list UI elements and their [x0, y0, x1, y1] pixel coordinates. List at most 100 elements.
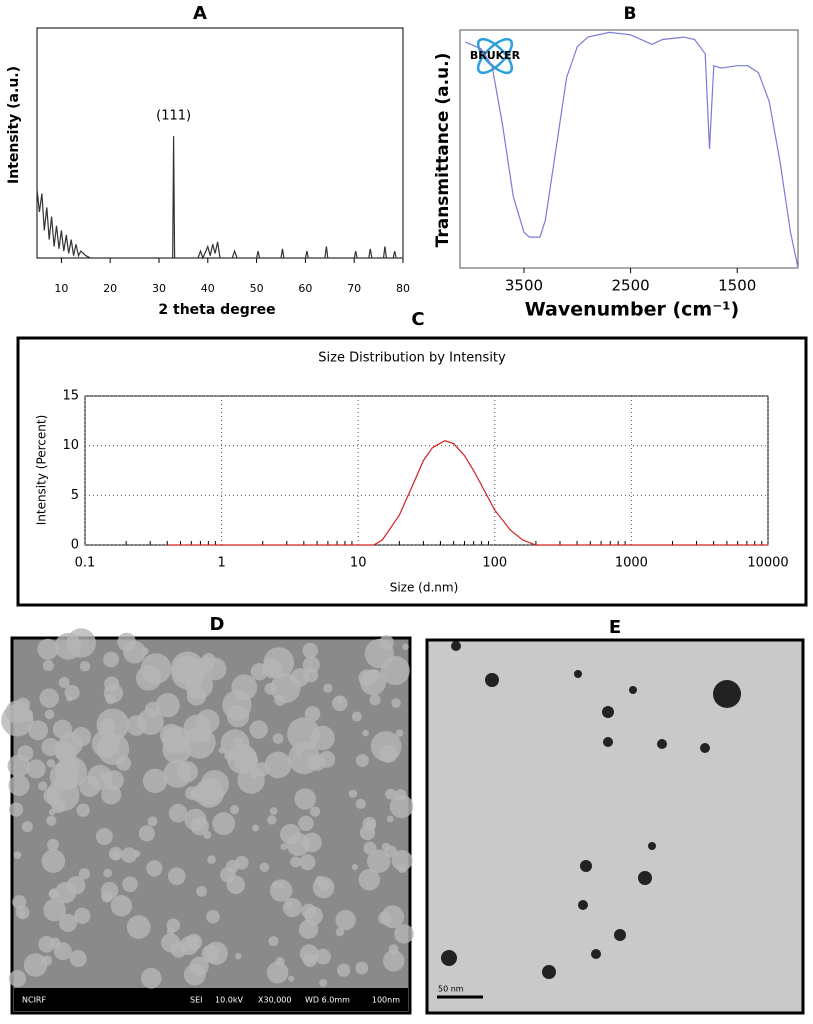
sem-particle	[167, 867, 186, 886]
sem-particle	[264, 751, 292, 779]
sem-particle	[299, 854, 316, 871]
sem-particle	[171, 651, 205, 685]
sem-particle	[190, 817, 209, 836]
sem-particle	[269, 879, 293, 902]
image-label: 10.0kV	[215, 996, 243, 1005]
sem-particle	[391, 698, 401, 708]
y-axis-label: Intensity (a.u.)	[6, 66, 22, 184]
sem-particle	[59, 913, 78, 932]
sem-particle	[58, 732, 83, 757]
sem-particle	[141, 647, 149, 656]
sem-particle	[395, 729, 404, 737]
sem-particle	[168, 803, 188, 823]
x-tick-label: 80	[396, 282, 410, 295]
sem-particle	[46, 759, 55, 768]
sem-particle	[144, 701, 161, 718]
panel-frame	[16, 336, 808, 607]
sem-particle	[48, 808, 56, 816]
sem-particle	[275, 957, 285, 967]
sem-particle	[122, 876, 138, 893]
sem-particle	[280, 843, 288, 851]
tem-particle	[603, 737, 613, 747]
sem-particle	[280, 823, 301, 845]
sem-particle	[351, 864, 358, 871]
x-tick-label: 10000	[747, 556, 788, 571]
sem-particle	[146, 860, 163, 877]
image-label: 50 nm	[438, 985, 464, 994]
sem-particle	[309, 806, 321, 817]
x-axis-label: Size (d.nm)	[390, 581, 459, 595]
sem-particle	[252, 824, 260, 832]
sem-particle	[126, 915, 151, 939]
sem-particle	[196, 885, 207, 897]
sem-particle	[299, 944, 319, 964]
sem-particle	[203, 657, 227, 681]
tem-particle	[591, 949, 601, 959]
data-line	[36, 136, 403, 260]
sem-particle	[64, 684, 80, 701]
sem-particle	[74, 907, 91, 924]
sem-particle	[381, 842, 391, 852]
sem-particle	[186, 686, 207, 706]
sem-particle	[26, 759, 46, 779]
sem-particle	[206, 909, 220, 924]
sem-particle	[310, 725, 335, 751]
sem-particle	[319, 978, 328, 988]
sem-particle	[306, 755, 321, 770]
sem-particle	[13, 851, 22, 860]
sem-particle	[323, 683, 333, 693]
sem-particle	[367, 849, 391, 873]
sem-particle	[76, 803, 90, 817]
sem-particle	[46, 815, 57, 826]
sem-particle	[28, 720, 49, 741]
sem-particle	[8, 774, 30, 796]
sem-particle	[54, 632, 82, 660]
sem-particle	[388, 944, 399, 955]
sem-particle	[315, 948, 331, 965]
x-tick-label: 1500	[718, 277, 756, 295]
sem-particle	[389, 794, 414, 819]
sem-particle	[103, 868, 113, 878]
sem-particle	[294, 788, 316, 810]
sem-particle	[337, 963, 351, 977]
data-line	[167, 440, 768, 546]
sem-particle	[303, 667, 319, 683]
tem-particle	[441, 950, 457, 966]
sem-particle	[290, 856, 302, 868]
plot-area	[84, 395, 769, 546]
sem-particle	[204, 941, 228, 965]
sem-particle	[358, 868, 381, 891]
sem-particle	[394, 924, 414, 944]
sem-particle	[272, 733, 284, 744]
tem-particle	[700, 743, 710, 753]
sem-particle	[39, 688, 59, 708]
sem-particle	[142, 768, 168, 794]
sem-particle	[100, 881, 119, 900]
sem-particle	[191, 935, 200, 944]
sem-particle	[304, 705, 321, 722]
sem-particle	[95, 828, 113, 846]
peak-annotation: (111)	[156, 109, 191, 124]
sem-particle	[67, 759, 81, 773]
sem-particle	[270, 672, 301, 703]
sem-particle	[362, 729, 369, 737]
sem-particle	[78, 868, 91, 880]
sem-particle	[222, 690, 252, 720]
sem-particle	[166, 918, 181, 933]
sem-particle	[268, 936, 279, 947]
sem-particle	[103, 651, 119, 668]
x-tick-label: 0.1	[75, 556, 96, 571]
sem-particle	[360, 669, 387, 696]
sem-particle	[397, 864, 407, 874]
y-tick-label: 15	[62, 389, 79, 404]
sem-particle	[364, 638, 395, 669]
sem-particle	[43, 787, 61, 805]
panel-title: A	[193, 3, 207, 24]
sem-particle	[159, 723, 183, 747]
sem-particle	[302, 642, 319, 659]
sem-particle	[331, 695, 348, 712]
particles	[1, 628, 741, 989]
logo-ring	[476, 37, 514, 75]
tem-particle	[578, 900, 588, 910]
